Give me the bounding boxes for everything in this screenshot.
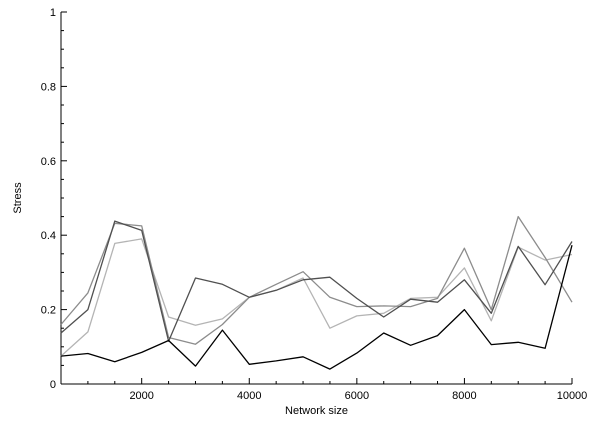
axes: 2000 4000 6000 8000 10000 0 0.2 0.4 0.6 0.8 1: [41, 7, 588, 402]
x-tick-label: 6000: [345, 390, 369, 402]
y-tick-label: 0.8: [41, 81, 56, 93]
y-tick-label: 0.6: [41, 156, 56, 168]
series-line: [60, 245, 573, 370]
y-tick-label: 0.2: [41, 305, 56, 317]
x-axis-label: Network size: [285, 405, 348, 417]
series-line: [60, 238, 573, 357]
series-line: [60, 220, 573, 342]
x-tick-label: 10000: [557, 390, 588, 402]
x-tick-label: 8000: [452, 390, 476, 402]
y-tick-label: 1: [50, 7, 56, 19]
y-axis-label: Stress: [12, 182, 24, 214]
y-tick-label: 0: [50, 379, 56, 391]
x-ticks: 2000 4000 6000 8000 10000: [87, 378, 588, 402]
series-line: [60, 215, 573, 345]
y-ticks: 0 0.2 0.4 0.6 0.8 1: [41, 7, 67, 391]
x-tick-label: 4000: [237, 390, 261, 402]
y-tick-label: 0.4: [41, 230, 56, 242]
x-tick-label: 2000: [129, 390, 153, 402]
series-group: [60, 215, 573, 370]
